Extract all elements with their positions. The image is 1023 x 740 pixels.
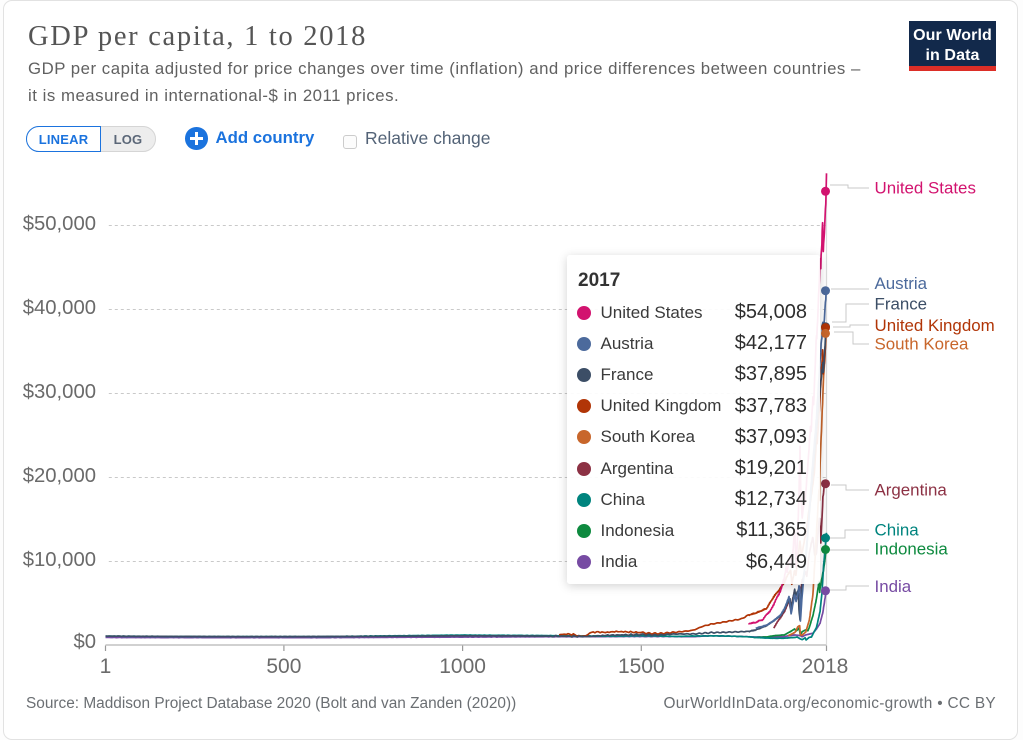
svg-text:Austria: Austria: [875, 274, 928, 293]
svg-text:United States: United States: [875, 179, 976, 198]
svg-text:1: 1: [100, 655, 112, 678]
svg-text:500: 500: [266, 655, 301, 678]
svg-text:United Kingdom: United Kingdom: [875, 316, 995, 335]
svg-text:Indonesia: Indonesia: [875, 539, 949, 558]
svg-text:India: India: [875, 577, 912, 596]
svg-text:South Korea: South Korea: [875, 335, 970, 354]
svg-text:$20,000: $20,000: [23, 465, 96, 487]
svg-text:France: France: [875, 294, 928, 313]
svg-text:1000: 1000: [439, 655, 486, 678]
svg-text:1500: 1500: [618, 655, 665, 678]
svg-text:$50,000: $50,000: [23, 213, 96, 235]
svg-text:China: China: [875, 521, 920, 540]
svg-text:$30,000: $30,000: [23, 381, 96, 403]
svg-text:2018: 2018: [802, 655, 849, 678]
svg-text:$40,000: $40,000: [23, 297, 96, 319]
svg-text:Argentina: Argentina: [875, 480, 948, 499]
svg-text:$0: $0: [73, 631, 96, 653]
svg-text:$10,000: $10,000: [23, 549, 96, 571]
